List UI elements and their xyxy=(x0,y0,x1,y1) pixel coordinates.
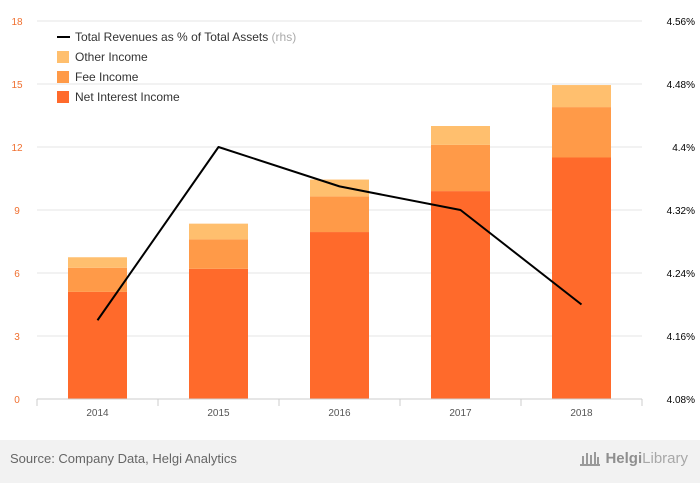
x-tick-label: 2014 xyxy=(86,408,109,419)
bar-segment xyxy=(431,191,490,399)
left-tick-label: 3 xyxy=(14,332,20,343)
legend-swatch xyxy=(57,51,69,63)
right-tick-label: 4.24% xyxy=(667,269,695,280)
left-tick-label: 12 xyxy=(11,143,23,154)
bar-segment xyxy=(189,223,248,240)
legend-label: Total Revenues as % of Total Assets (rhs… xyxy=(75,30,296,44)
right-tick-label: 4.56% xyxy=(667,17,695,28)
legend-label: Fee Income xyxy=(75,70,139,84)
bar-segment xyxy=(431,144,490,192)
bar-segment xyxy=(189,268,248,399)
legend-swatch xyxy=(57,91,69,103)
revenue-ratio-line xyxy=(96,146,583,321)
logo-text: HelgiLibrary xyxy=(605,449,688,467)
bar-segment xyxy=(68,257,127,268)
bar-segment xyxy=(68,267,127,292)
left-tick-label: 18 xyxy=(11,17,23,28)
right-tick-label: 4.08% xyxy=(667,395,695,406)
left-tick-label: 0 xyxy=(14,395,20,406)
library-building-icon xyxy=(580,452,601,466)
legend-label: Net Interest Income xyxy=(75,90,180,104)
bars xyxy=(68,85,611,399)
legend: Total Revenues as % of Total Assets (rhs… xyxy=(57,30,296,104)
bar-segment xyxy=(310,179,369,197)
x-tick-label: 2015 xyxy=(207,408,230,419)
left-tick-label: 15 xyxy=(11,80,23,91)
bar-segment xyxy=(431,126,490,145)
right-tick-label: 4.48% xyxy=(667,80,695,91)
x-tick-label: 2018 xyxy=(570,408,593,419)
x-tick-label: 2016 xyxy=(328,408,351,419)
bar-segment xyxy=(552,85,611,108)
legend-label: Other Income xyxy=(75,50,148,64)
right-tick-label: 4.4% xyxy=(672,143,695,154)
bar-segment xyxy=(552,157,611,399)
legend-suffix: (rhs) xyxy=(268,30,296,44)
source-note: Source: Company Data, Helgi Analytics xyxy=(10,451,237,466)
legend-swatch xyxy=(57,71,69,83)
x-tick-label: 2017 xyxy=(449,408,472,419)
bar-segment xyxy=(310,232,369,399)
chart: 0 4.08% 3 4.16% 6 4.24% 9 4.32% 12 4.4% 15 4.48% 18 4… xyxy=(11,17,695,419)
left-tick-label: 9 xyxy=(14,206,20,217)
line-series-path xyxy=(96,146,583,321)
bar-segment xyxy=(310,196,369,233)
bar-segment xyxy=(552,107,611,158)
bar-segment xyxy=(189,239,248,269)
right-tick-label: 4.32% xyxy=(667,206,695,217)
left-tick-label: 6 xyxy=(14,269,20,280)
footer: Source: Company Data, Helgi Analytics He… xyxy=(0,440,700,483)
right-tick-label: 4.16% xyxy=(667,332,695,343)
bar-segment xyxy=(68,291,127,399)
axes: 0 4.08% 3 4.16% 6 4.24% 9 4.32% 12 4.4% 15 4.48% 18 4… xyxy=(11,17,695,419)
helgi-library-logo: HelgiLibrary xyxy=(579,449,688,467)
